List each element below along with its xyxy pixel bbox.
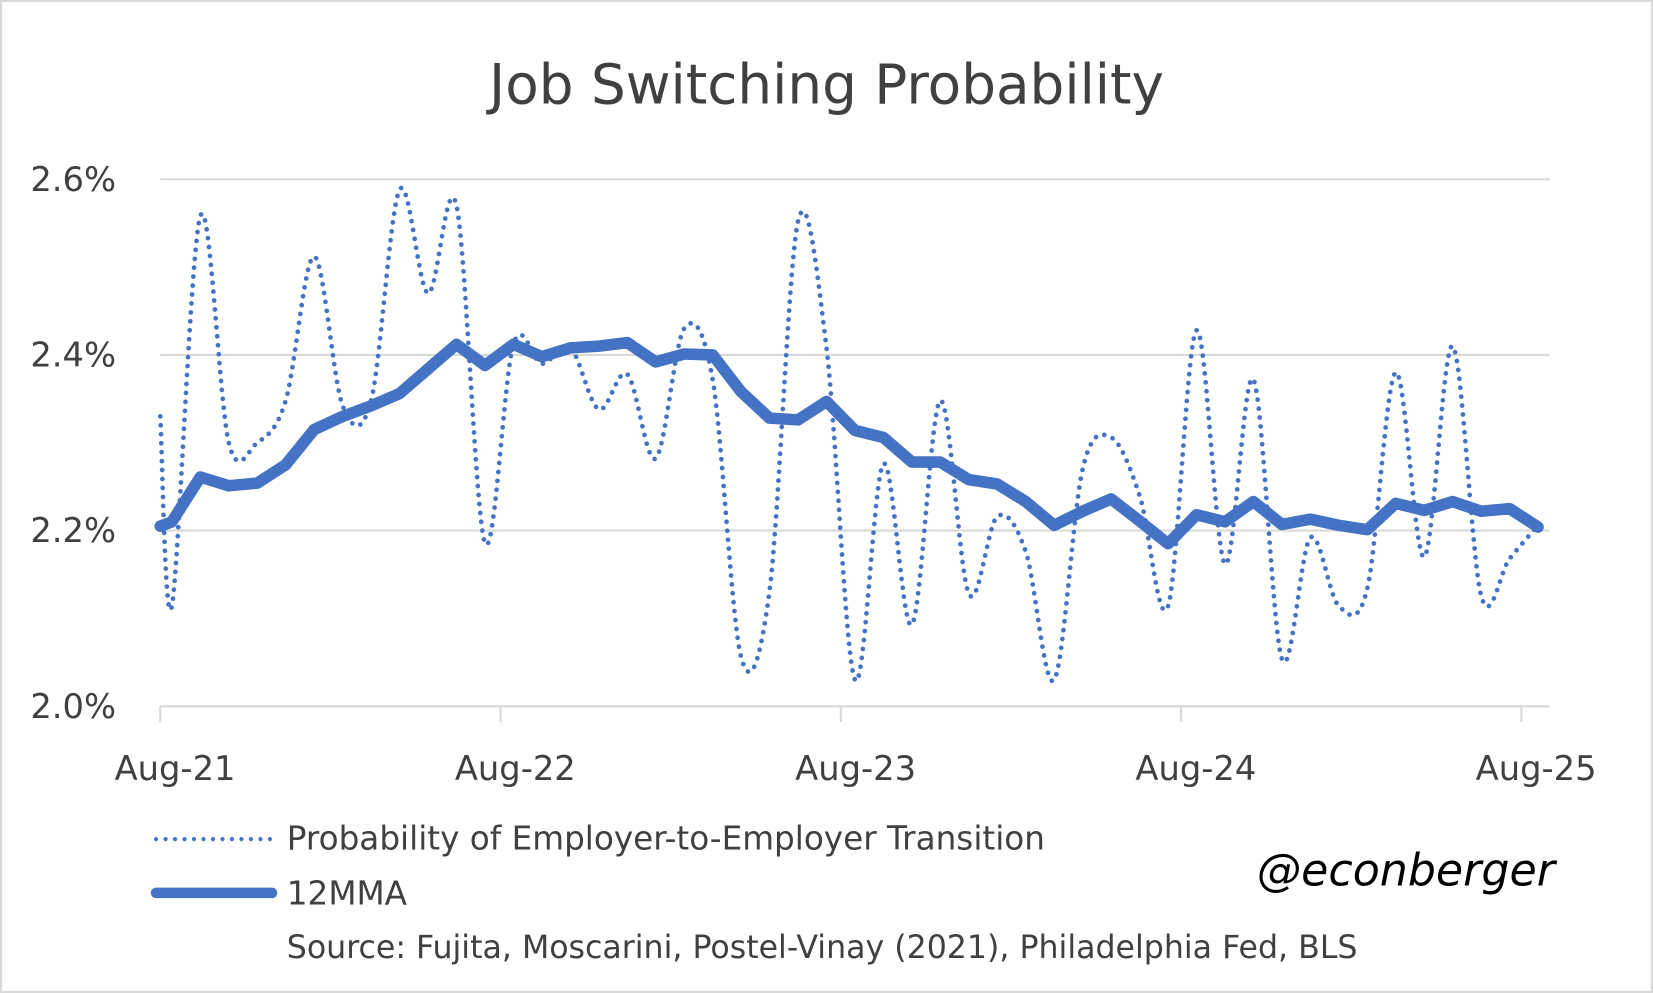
series-line-12mma	[154, 336, 1544, 550]
y-axis: 2.0% 2.2% 2.4% 2.6%	[30, 160, 116, 726]
watermark-handle: @econberger	[1257, 845, 1558, 896]
chart-title: Job Switching Probability	[486, 52, 1164, 116]
legend-label-12mma: 12MMA	[287, 874, 408, 912]
legend-label-transition: Probability of Employer-to-Employer Tran…	[287, 820, 1045, 858]
source-note: Source: Fujita, Moscarini, Postel-Vinay …	[287, 930, 1358, 966]
x-tick-label: Aug-23	[795, 749, 916, 788]
y-tick-label: 2.4%	[30, 335, 116, 374]
y-tick-label: 2.2%	[30, 511, 116, 550]
x-tick-label: Aug-21	[115, 749, 236, 788]
series-group	[154, 185, 1544, 684]
y-tick-label: 2.0%	[30, 687, 116, 726]
x-tick-label: Aug-25	[1476, 749, 1597, 788]
legend: Probability of Employer-to-Employer Tran…	[150, 820, 1045, 912]
series-line-transition-probability	[157, 185, 1541, 684]
x-axis: Aug-21 Aug-22 Aug-23 Aug-24 Aug-25	[115, 706, 1597, 788]
x-tick-label: Aug-24	[1135, 749, 1256, 788]
x-tick-label: Aug-22	[455, 749, 576, 788]
y-tick-label: 2.6%	[30, 160, 116, 199]
gridlines	[160, 178, 1550, 708]
